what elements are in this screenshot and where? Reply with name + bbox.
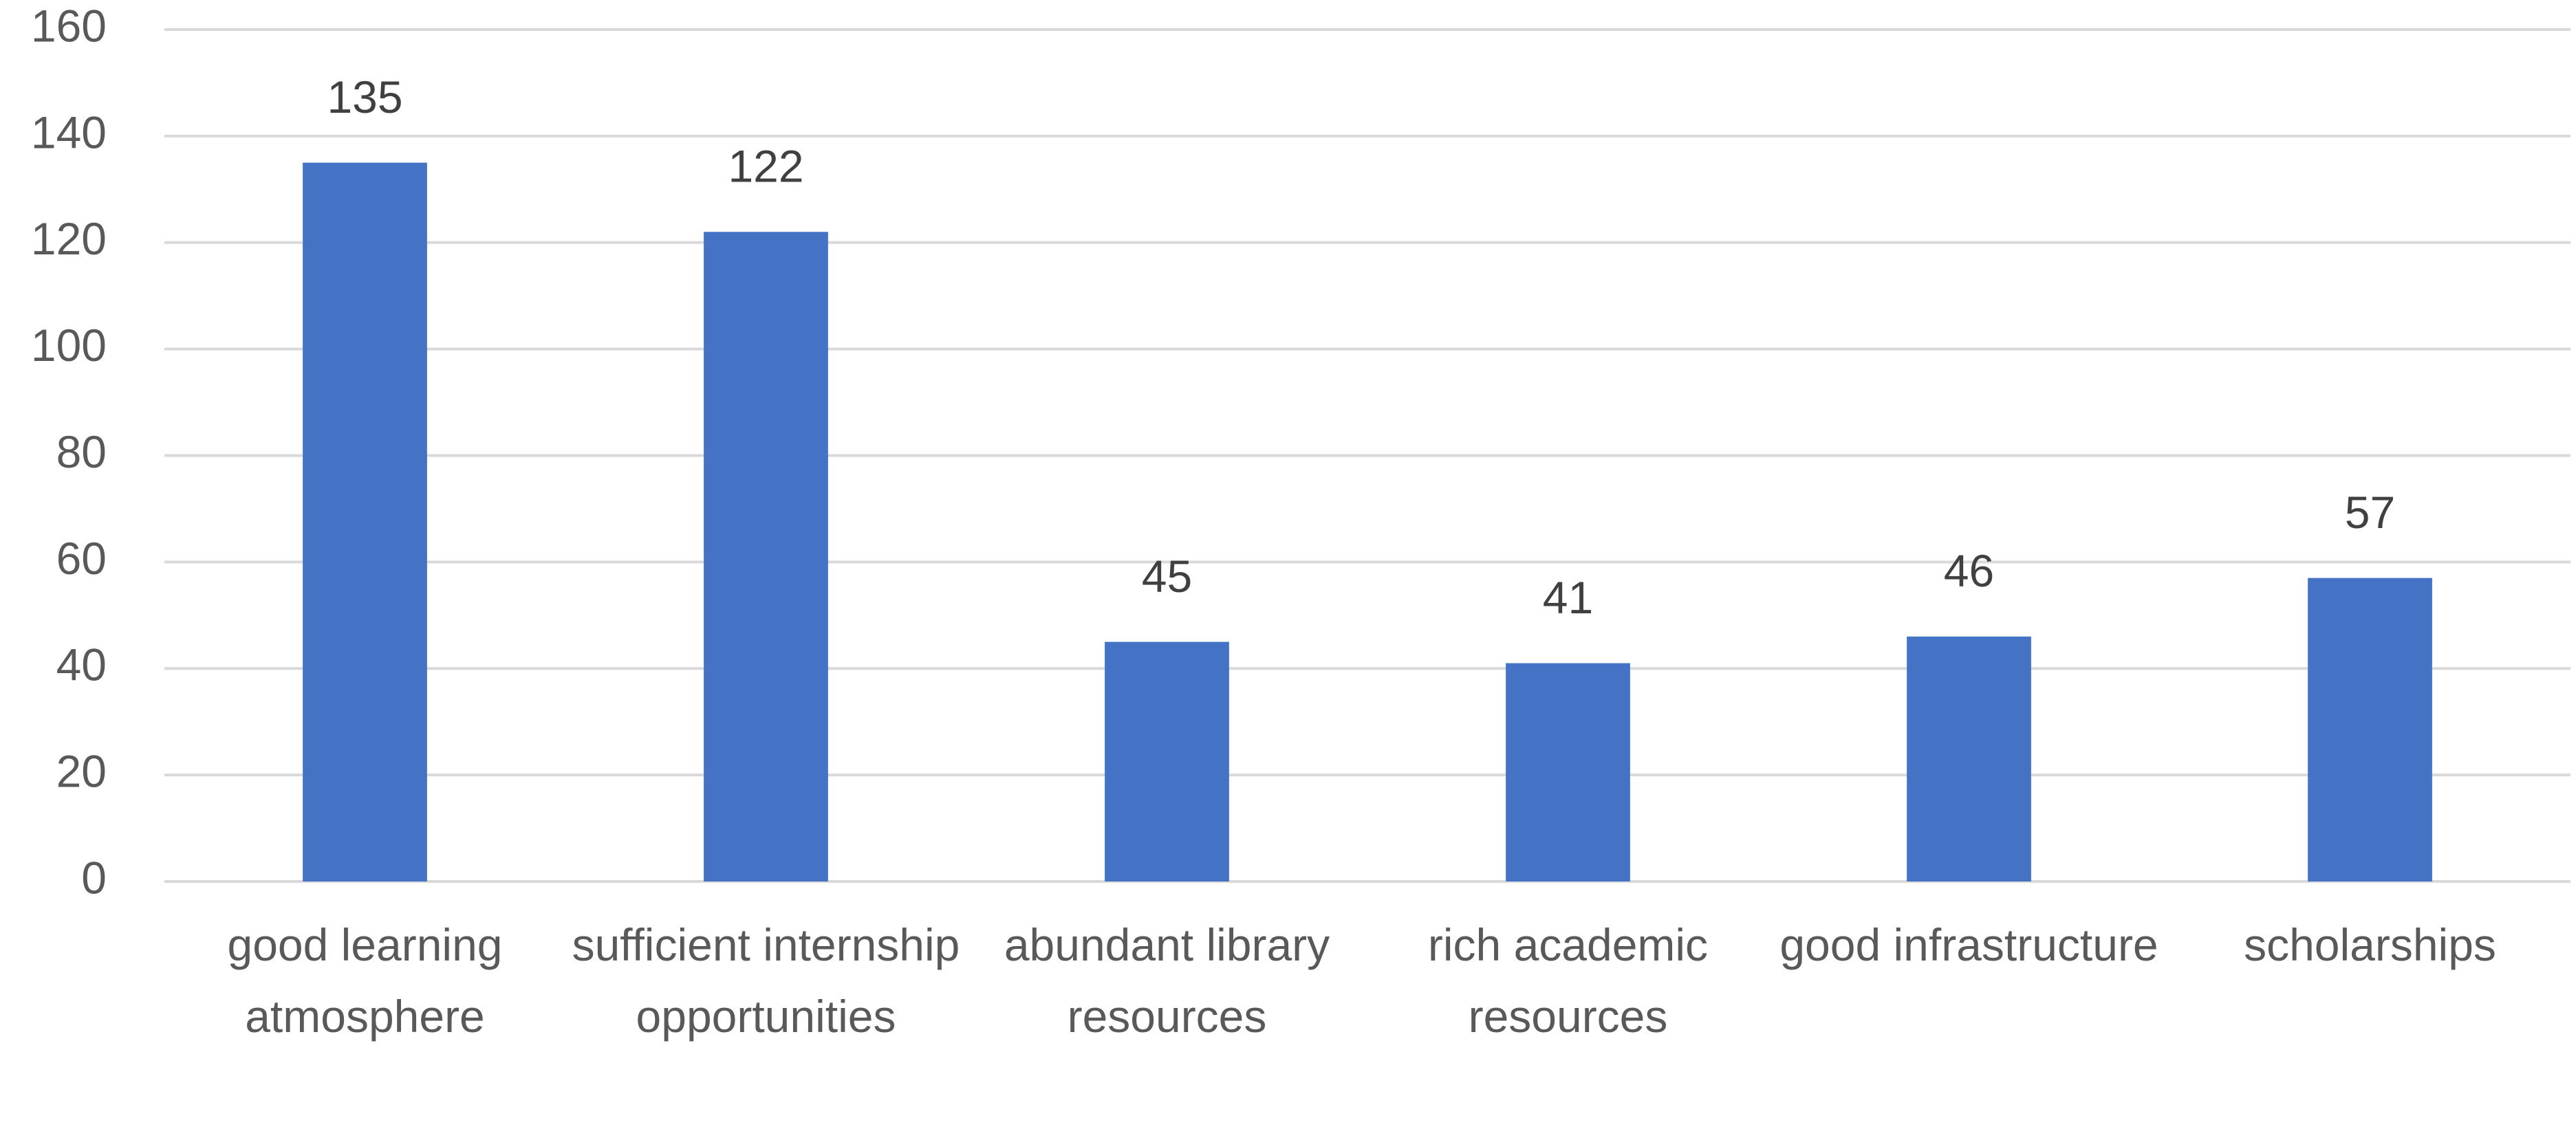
data-label: 57 <box>2345 487 2395 538</box>
bar <box>1105 642 1229 881</box>
y-tick-label: 60 <box>56 533 107 584</box>
data-label: 41 <box>1543 572 1593 623</box>
data-label: 46 <box>1944 545 1994 596</box>
y-tick-label: 140 <box>31 107 107 157</box>
x-tick-label: sufficient internship opportunities <box>572 919 960 1042</box>
bar <box>2308 578 2432 881</box>
x-tick-label: abundant library resources <box>1004 919 1330 1042</box>
bar <box>704 232 828 881</box>
y-tick-label: 120 <box>31 213 107 264</box>
y-tick-label: 40 <box>56 639 107 690</box>
bar <box>303 162 427 881</box>
bar <box>1907 636 2031 881</box>
data-label: 122 <box>728 141 803 192</box>
y-tick-label: 20 <box>56 746 107 797</box>
bar <box>1506 663 1630 881</box>
x-tick-label: good learning atmosphere <box>227 919 503 1042</box>
x-tick-label: rich academic resources <box>1427 919 1709 1042</box>
x-tick-label: scholarships <box>2244 919 2496 970</box>
y-tick-label: 160 <box>31 0 107 51</box>
y-tick-label: 100 <box>31 320 107 371</box>
x-tick-label: good infrastructure <box>1779 919 2158 970</box>
data-label: 135 <box>327 72 402 122</box>
data-label: 45 <box>1142 551 1192 602</box>
y-tick-label: 80 <box>56 426 107 477</box>
y-tick-label: 0 <box>81 852 107 903</box>
